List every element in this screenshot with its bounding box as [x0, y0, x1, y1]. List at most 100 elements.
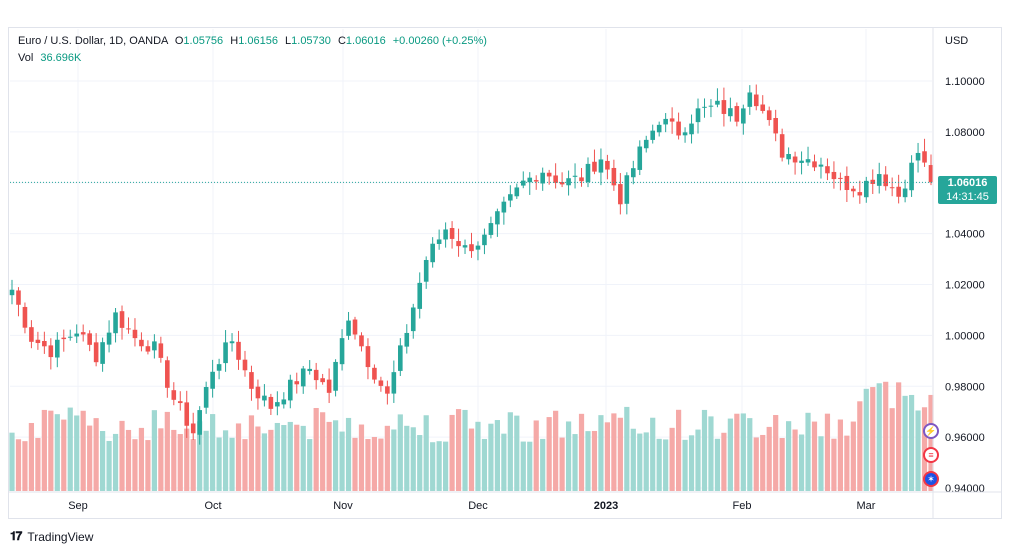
open-value: 1.05756 [183, 35, 224, 47]
us-flag-icon[interactable]: ≡ [923, 447, 939, 463]
candle-body [268, 396, 274, 409]
y-tick-label: 1.02000 [945, 280, 985, 292]
candle-body [423, 259, 429, 282]
symbol-name: Euro / U.S. Dollar, 1D, OANDA [18, 35, 168, 47]
volume-bar [119, 420, 125, 491]
x-tick-label: Dec [468, 500, 488, 512]
volume-bar [229, 437, 235, 491]
candle-body [702, 106, 707, 108]
volume-bar [663, 439, 669, 491]
candle-body [812, 161, 817, 168]
volume-bar [507, 412, 513, 491]
volume-bar [598, 415, 604, 491]
symbol-legend[interactable]: Euro / U.S. Dollar, 1D, OANDA O1.05756 H… [18, 35, 487, 47]
candle-body [320, 378, 325, 383]
candle-body [663, 118, 668, 125]
volume-bar [540, 438, 546, 491]
x-tick-label: Nov [333, 500, 353, 512]
candle-body [152, 341, 157, 351]
volume-legend[interactable]: Vol 36.696K [18, 52, 81, 64]
candle-body [863, 180, 869, 198]
x-tick-label: Oct [204, 500, 221, 512]
volume-bar [332, 420, 339, 491]
candle-body [67, 336, 73, 338]
volume-bar [281, 425, 287, 491]
chart-frame [8, 27, 1002, 519]
candle-body [126, 328, 131, 330]
volume-bar [339, 431, 345, 491]
volume-bar [824, 413, 831, 491]
candle-body [216, 364, 222, 371]
volume-bar [397, 414, 403, 491]
volume-bar [171, 429, 177, 491]
volume-bar [61, 419, 67, 491]
candle-body [902, 188, 908, 198]
candle-body [611, 167, 617, 186]
eu-flag-icon[interactable]: ✶ [923, 471, 939, 487]
candle-body [365, 346, 371, 368]
candle-body [281, 399, 287, 405]
candle-body [915, 152, 921, 161]
candle-body [753, 94, 759, 107]
lightning-icon[interactable]: ⚡ [923, 423, 939, 439]
candle-body [352, 319, 358, 335]
volume-bar [197, 421, 203, 491]
volume-bar [747, 418, 753, 491]
currency-label: USD [945, 35, 968, 47]
candle-body [417, 282, 423, 309]
candle-body [889, 187, 895, 189]
volume-bar [915, 410, 921, 491]
volume-bar [384, 425, 390, 491]
candle-body [294, 381, 300, 385]
candle-body [533, 180, 539, 182]
volume-bar [844, 435, 850, 491]
candle-body [436, 239, 442, 244]
time-axis[interactable]: Sep Oct Nov Dec 2023 Feb Mar [68, 500, 876, 512]
close-value: 1.06016 [345, 35, 386, 47]
volume-bar [514, 415, 520, 491]
price-axis[interactable]: 1.100001.080001.060001.040001.020001.000… [945, 76, 985, 495]
x-tick-label: Mar [857, 500, 876, 512]
candle-body [546, 172, 552, 177]
volume-bar [870, 387, 876, 491]
volume-bar [533, 420, 539, 491]
candle-body [844, 175, 850, 190]
volume-bar [455, 409, 462, 491]
volume-bar [527, 441, 533, 491]
volume-bar [378, 438, 384, 491]
candle-body [520, 180, 526, 186]
y-tick-label: 0.98000 [945, 381, 985, 393]
candle-body [922, 151, 927, 163]
candle-body [80, 332, 86, 335]
candle-body [22, 306, 28, 328]
volume-bar [132, 439, 138, 491]
volume-bar [857, 401, 863, 491]
candle-body [618, 184, 623, 205]
candle-body [637, 146, 643, 170]
tradingview-logo[interactable]: 𝟏𝟕 TradingView [10, 529, 93, 544]
volume-bar [320, 412, 326, 491]
candle-body [540, 172, 545, 184]
candle-body [488, 223, 494, 235]
volume-bar [624, 406, 630, 491]
candle-body [48, 345, 54, 358]
candle-body [514, 187, 520, 197]
candle-body [656, 124, 662, 133]
candle-body [9, 289, 15, 296]
volume-value: 36.696K [40, 52, 82, 64]
volume-bar [501, 433, 507, 491]
candle-body [508, 194, 513, 201]
volume-bar [792, 429, 798, 491]
volume-bar [773, 415, 779, 491]
candle-body [805, 159, 811, 163]
low-value: 1.05730 [291, 35, 331, 47]
volume-bar [74, 415, 80, 491]
candle-body [728, 108, 733, 117]
volume-bar [210, 414, 216, 491]
volume-bar [928, 394, 934, 491]
candle-body [326, 379, 332, 393]
candle-body [249, 372, 254, 389]
candle-body [29, 327, 34, 342]
volume-bar [753, 437, 759, 491]
